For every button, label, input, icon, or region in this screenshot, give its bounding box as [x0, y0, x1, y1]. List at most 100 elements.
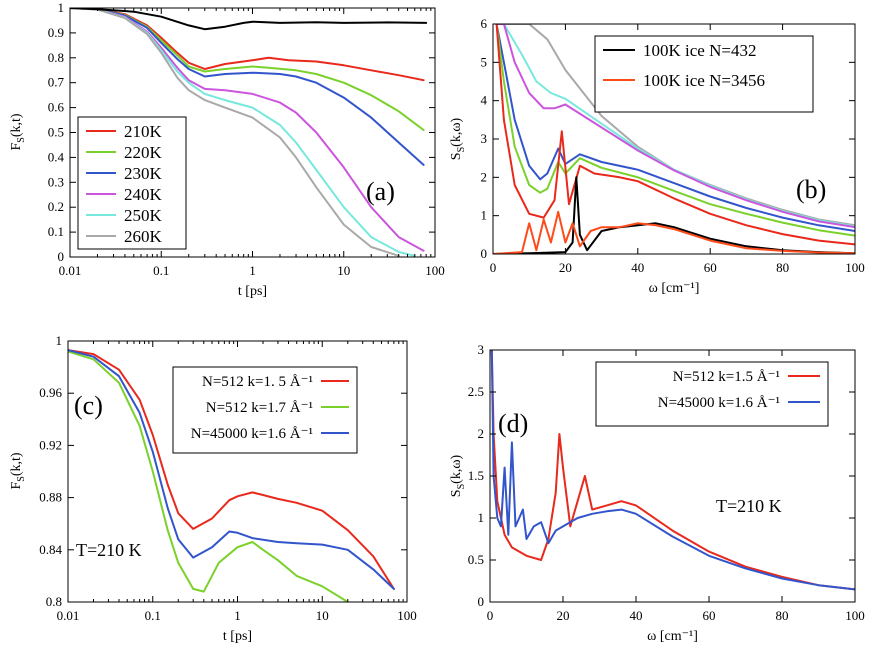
panel-label: (a)	[366, 177, 395, 206]
panel-label: (b)	[796, 175, 826, 204]
y-tick-label: 0	[58, 249, 65, 264]
series-line-d-1	[490, 350, 855, 591]
y-tick-label: 0.5	[48, 125, 64, 140]
x-tick-label: 0.01	[59, 263, 82, 278]
y-tick-label: 1.5	[468, 468, 484, 483]
legend-label: 230K	[124, 164, 163, 183]
x-tick-label: 0.1	[153, 263, 169, 278]
series-line-b-2	[495, 24, 855, 229]
temperature-annotation: T=210 K	[76, 540, 142, 560]
y-tick-label: 0.1	[48, 224, 64, 239]
y-tick-label: 6	[481, 16, 488, 31]
legend-label: 240K	[124, 185, 163, 204]
x-tick-label: 0	[490, 260, 497, 275]
x-axis-label: t [ps]	[238, 284, 267, 299]
y-tick-label: 0.8	[48, 50, 64, 65]
series-line-c-0	[68, 349, 395, 590]
series-line-a-0	[70, 8, 425, 82]
series-line-a-6	[70, 8, 428, 31]
y-tick-label: 0.5	[468, 552, 484, 567]
legend-label: N=512 k=1.5 Å⁻¹	[673, 369, 780, 385]
x-tick-label: 100	[845, 260, 865, 275]
y-tick-label: 3	[481, 131, 488, 146]
legend-label: 250K	[124, 206, 163, 225]
x-tick-label: 40	[631, 260, 644, 275]
series-line-b-7	[493, 210, 855, 254]
x-tick-label: 80	[776, 260, 789, 275]
x-tick-label: 80	[776, 608, 789, 623]
y-tick-label: 2	[481, 169, 488, 184]
panel-b: 0 20 40 60 80 100 0 1 2 3 4 5 6 ω [cm⁻¹] SS(k,ω) (b) 100…	[449, 16, 865, 296]
series-line-a-1	[70, 8, 425, 131]
x-axis-label: ω [cm⁻¹]	[649, 281, 700, 296]
series-line-a-5	[70, 8, 400, 257]
legend-box	[595, 361, 829, 427]
y-tick-label: 0.9	[48, 25, 64, 40]
y-tick-label: 0.7	[48, 75, 65, 90]
y-tick-label: 1	[478, 510, 485, 525]
y-tick-label: 0.96	[39, 385, 62, 400]
series-line-c-2	[68, 349, 395, 590]
y-tick-label: 0.92	[39, 437, 62, 452]
y-tick-label: 4	[481, 93, 488, 108]
y-tick-label: 0	[478, 594, 485, 609]
y-tick-label: 1	[58, 0, 65, 15]
legend: N=512 k=1. 5 Å⁻¹ N=512 k=1.7 Å⁻¹ N=45000 k…	[172, 366, 358, 454]
y-tick-label: 0.2	[48, 199, 64, 214]
legend-label: 260K	[124, 227, 163, 246]
x-tick-label: 1	[234, 608, 241, 623]
x-tick-label: 100	[397, 608, 417, 623]
legend-box	[594, 35, 814, 113]
legend-label: 220K	[124, 143, 163, 162]
series-line-b-3	[495, 24, 855, 232]
x-tick-label: 20	[559, 260, 572, 275]
panel-label: (d)	[498, 409, 528, 438]
y-tick-label: 0.6	[48, 100, 65, 115]
legend-label: 100K ice N=432	[643, 41, 756, 60]
y-tick-label: 0.8	[46, 594, 62, 609]
y-axis-label: SS(k,ω)	[449, 454, 467, 497]
panel-a: 0.01 0.1 1 10 100 0 0.1 0.2 0.3 0.4 0.5 0.6 0.7 0.8 0.…	[9, 0, 445, 299]
y-tick-label: 5	[481, 54, 488, 69]
temperature-annotation: T=210 K	[716, 496, 782, 516]
legend-label: N=45000 k=1.6 Å⁻¹	[658, 395, 780, 411]
x-tick-label: 60	[704, 260, 717, 275]
x-tick-label: 0	[487, 608, 494, 623]
series-line-b-0	[495, 24, 855, 227]
y-tick-label: 0.84	[39, 542, 62, 557]
x-tick-label: 0.1	[145, 608, 161, 623]
x-axis-label: ω [cm⁻¹]	[647, 629, 698, 644]
legend-label: 100K ice N=3456	[643, 71, 765, 90]
series-line-b-4	[495, 24, 855, 237]
x-tick-label: 1	[249, 263, 256, 278]
series-line-c-1	[68, 350, 349, 602]
legend-box	[77, 116, 187, 250]
y-tick-label: 1	[481, 208, 488, 223]
y-tick-label: 0	[481, 246, 488, 261]
y-tick-label: 1	[56, 333, 63, 348]
panel-c: 0.01 0.1 1 10 100 0.8 0.84 0.88 0.92 0.96 1 t [ps] F…	[9, 333, 417, 644]
x-tick-label: 10	[316, 608, 329, 623]
series-line-b-5	[495, 24, 855, 246]
y-tick-label: 2.5	[468, 384, 484, 399]
x-tick-label: 10	[337, 263, 350, 278]
legend: 100K ice N=432 100K ice N=3456	[594, 35, 814, 113]
x-tick-label: 40	[630, 608, 643, 623]
y-axis-label: FS(k,t)	[9, 452, 27, 489]
y-tick-label: 0.88	[39, 490, 62, 505]
y-tick-label: 3	[478, 342, 485, 357]
legend-label: N=512 k=1.7 Å⁻¹	[206, 400, 313, 416]
series-line-d-0	[490, 350, 855, 591]
legend-label: N=512 k=1. 5 Å⁻¹	[202, 374, 313, 390]
x-tick-label: 0.01	[57, 608, 80, 623]
legend-label: N=45000 k=1.6 Å⁻¹	[191, 426, 313, 442]
series-line-a-2	[70, 8, 425, 166]
y-tick-label: 0.4	[48, 149, 65, 164]
y-axis-label: FS(k,t)	[9, 113, 27, 150]
panel-label: (c)	[74, 391, 103, 420]
x-tick-label: 100	[845, 608, 865, 623]
y-axis-label: SS(k,ω)	[449, 117, 467, 160]
y-tick-label: 2	[478, 426, 485, 441]
x-tick-label: 60	[703, 608, 716, 623]
